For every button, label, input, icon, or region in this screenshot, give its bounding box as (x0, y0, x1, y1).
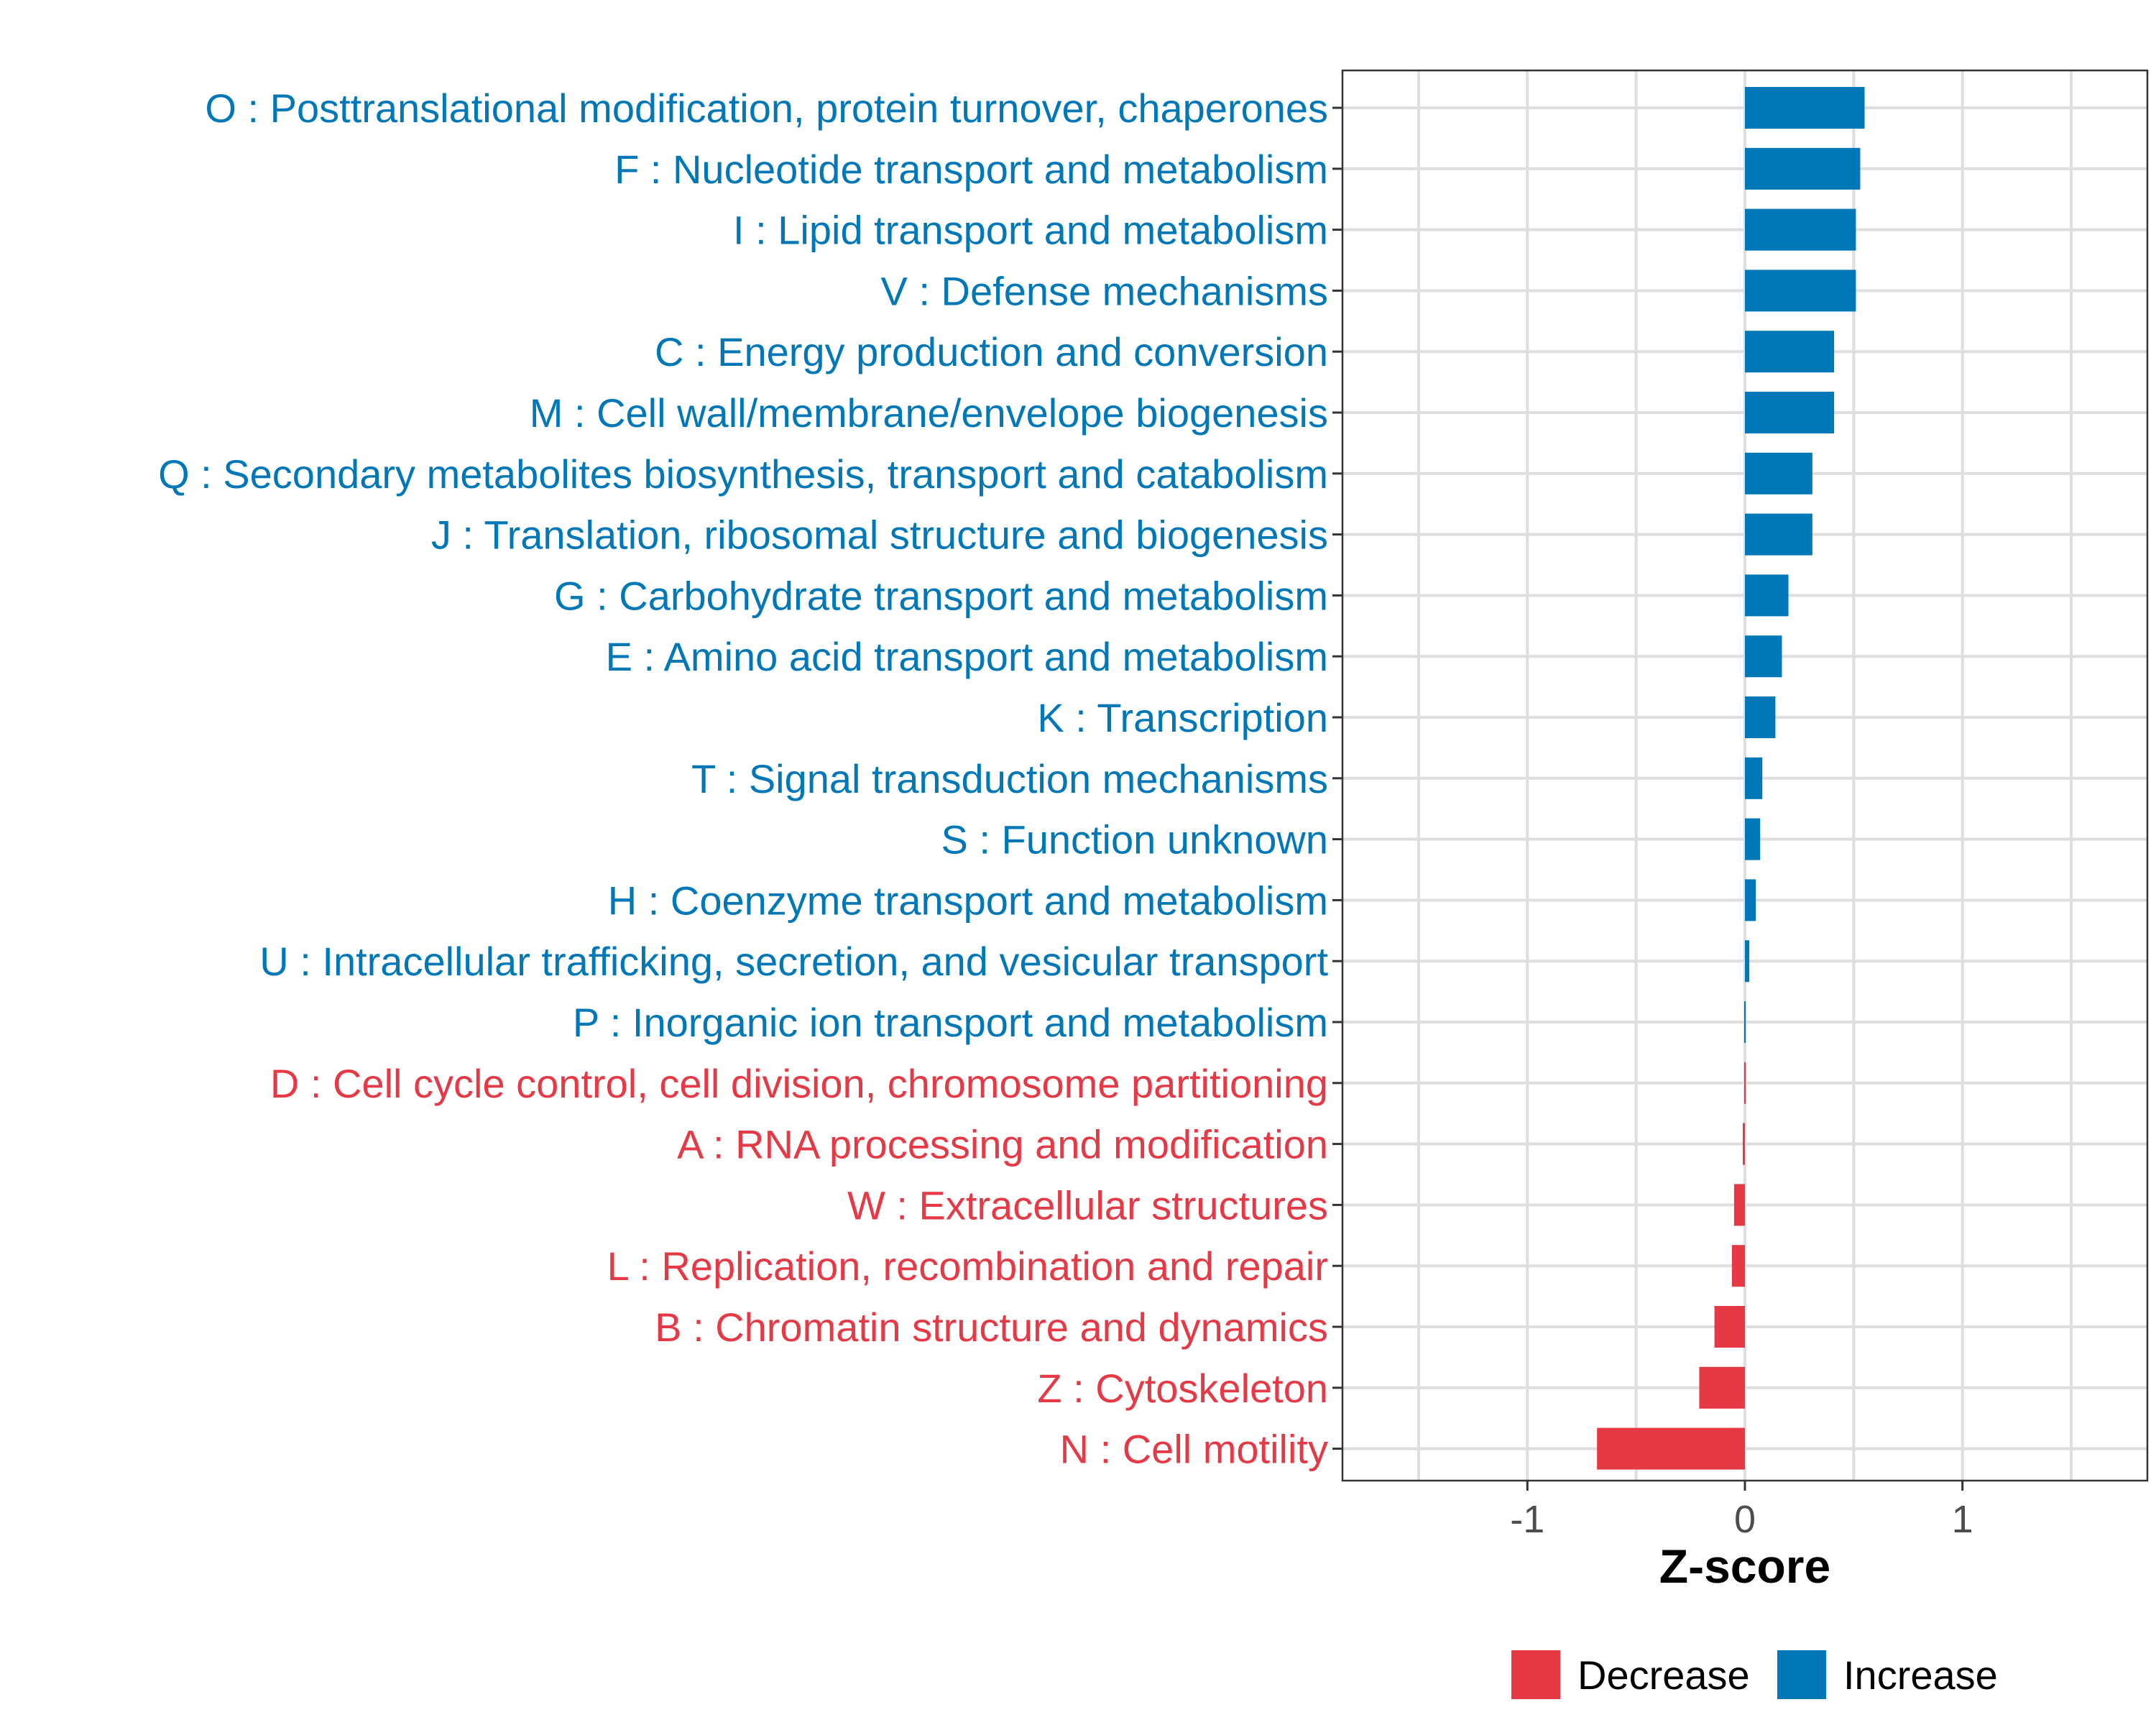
legend: Decrease Increase (1511, 1650, 1998, 1699)
category-label: D : Cell cycle control, cell division, c… (270, 1061, 1328, 1106)
bar-d (1744, 1062, 1746, 1104)
category-label: T : Signal transduction mechanisms (691, 756, 1328, 801)
bar-j (1745, 513, 1812, 556)
y-axis-ticks (1332, 106, 1342, 1450)
category-label: S : Function unknown (941, 817, 1328, 862)
bar-b (1714, 1306, 1745, 1348)
category-label: V : Defense mechanisms (881, 268, 1328, 313)
bar-o (1745, 87, 1865, 129)
bar-u (1745, 940, 1750, 983)
bar-v (1745, 270, 1856, 312)
category-label: F : Nucleotide transport and metabolism (614, 147, 1328, 192)
category-label: K : Transcription (1037, 695, 1328, 740)
category-label: O : Posttranslational modification, prot… (205, 86, 1328, 131)
x-tick-label: 0 (1734, 1498, 1756, 1541)
bars (1597, 87, 1865, 1470)
x-axis-title: Z-score (1659, 1540, 1830, 1593)
bar-z (1699, 1366, 1745, 1409)
x-tick-label: -1 (1510, 1498, 1544, 1541)
category-label: J : Translation, ribosomal structure and… (431, 512, 1328, 558)
bar-q (1745, 452, 1812, 494)
category-label: N : Cell motility (1060, 1427, 1328, 1472)
legend-swatch-decrease (1511, 1650, 1560, 1699)
bar-n (1597, 1427, 1745, 1470)
legend-label-decrease: Decrease (1577, 1652, 1750, 1698)
category-label: I : Lipid transport and metabolism (733, 208, 1328, 253)
category-label: C : Energy production and conversion (655, 329, 1328, 374)
bar-m (1745, 392, 1835, 433)
legend-swatch-increase (1777, 1650, 1826, 1699)
category-label: H : Coenzyme transport and metabolism (608, 878, 1328, 923)
bar-k (1745, 696, 1776, 738)
category-label: B : Chromatin structure and dynamics (655, 1305, 1328, 1350)
bar-h (1745, 879, 1756, 921)
bar-i (1745, 208, 1856, 251)
category-label: U : Intracellular trafficking, secretion… (259, 939, 1328, 984)
bar-l (1731, 1245, 1745, 1287)
category-label: P : Inorganic ion transport and metaboli… (573, 1000, 1328, 1045)
bar-a (1742, 1123, 1745, 1165)
bar-t (1745, 757, 1763, 799)
category-label: E : Amino acid transport and metabolism (606, 634, 1328, 679)
bar-p (1744, 1001, 1746, 1043)
x-axis-ticks: -1 0 1 (1510, 1481, 1973, 1541)
category-label: A : RNA processing and modification (677, 1122, 1328, 1167)
y-axis-category-labels: O : Posttranslational modification, prot… (158, 86, 1328, 1472)
category-label: Z : Cytoskeleton (1037, 1366, 1328, 1411)
category-label: W : Extracellular structures (847, 1182, 1328, 1228)
bar-c (1745, 331, 1835, 373)
bar-w (1733, 1184, 1745, 1226)
category-label: L : Replication, recombination and repai… (607, 1243, 1328, 1289)
category-label: G : Carbohydrate transport and metabolis… (554, 573, 1328, 618)
bar-e (1745, 635, 1782, 678)
bar-s (1745, 818, 1761, 860)
category-label: Q : Secondary metabolites biosynthesis, … (158, 451, 1328, 497)
bar-f (1745, 147, 1861, 190)
legend-label-increase: Increase (1843, 1652, 1998, 1698)
category-label: M : Cell wall/membrane/envelope biogenes… (530, 390, 1328, 436)
bar-g (1745, 574, 1789, 617)
x-tick-label: 1 (1952, 1498, 1973, 1541)
